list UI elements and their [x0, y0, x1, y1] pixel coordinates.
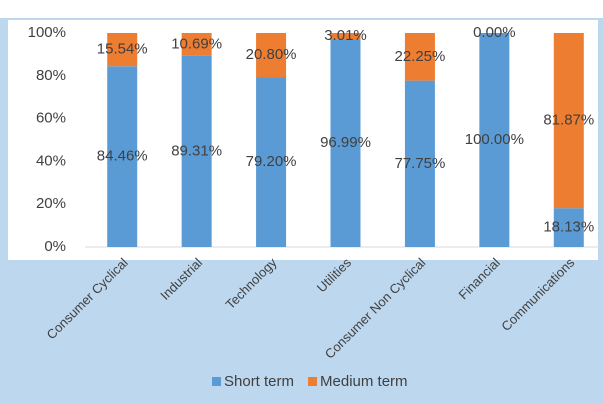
y-tick-label: 20% [36, 195, 66, 212]
data-label: 3.01% [324, 27, 367, 44]
data-label: 18.13% [543, 219, 594, 236]
bar-segment [256, 33, 287, 78]
data-label: 0.00% [473, 24, 516, 41]
bar-segment [107, 66, 138, 247]
bar-segment [107, 33, 138, 67]
data-label: 84.46% [97, 148, 148, 165]
bar-segment [553, 208, 584, 247]
y-tick-label: 0% [44, 238, 66, 255]
bar-segment [479, 33, 510, 247]
legend-swatch [212, 377, 221, 386]
y-tick-label: 40% [36, 152, 66, 169]
bar-segment [330, 33, 361, 40]
legend-label: Medium term [320, 373, 408, 390]
bar-segment [330, 39, 361, 247]
y-tick-label: 100% [28, 24, 66, 41]
data-label: 89.31% [171, 142, 222, 159]
bar-segment [256, 77, 287, 248]
y-tick-label: 60% [36, 110, 66, 127]
bar-segment [181, 55, 212, 247]
data-label: 79.20% [246, 153, 297, 170]
data-label: 10.69% [171, 35, 222, 52]
data-label: 96.99% [320, 134, 371, 151]
bar-segment [553, 33, 584, 209]
legend-swatch [308, 377, 318, 386]
data-label: 20.80% [246, 46, 297, 63]
bar-segment [404, 33, 435, 81]
data-label: 15.54% [97, 41, 148, 58]
data-label: 77.75% [394, 155, 445, 172]
data-label: 22.25% [394, 48, 445, 65]
bar-segment [404, 80, 435, 248]
data-label: 100.00% [465, 131, 524, 148]
data-label: 81.87% [543, 112, 594, 129]
y-tick-label: 80% [36, 67, 66, 84]
legend-label: Short term [224, 373, 294, 390]
bar-segment [181, 33, 212, 56]
